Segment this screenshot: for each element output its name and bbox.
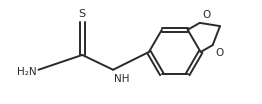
- Text: NH: NH: [114, 74, 130, 84]
- Text: S: S: [79, 9, 86, 19]
- Text: H₂N: H₂N: [17, 67, 36, 77]
- Text: O: O: [203, 10, 211, 20]
- Text: O: O: [216, 48, 224, 58]
